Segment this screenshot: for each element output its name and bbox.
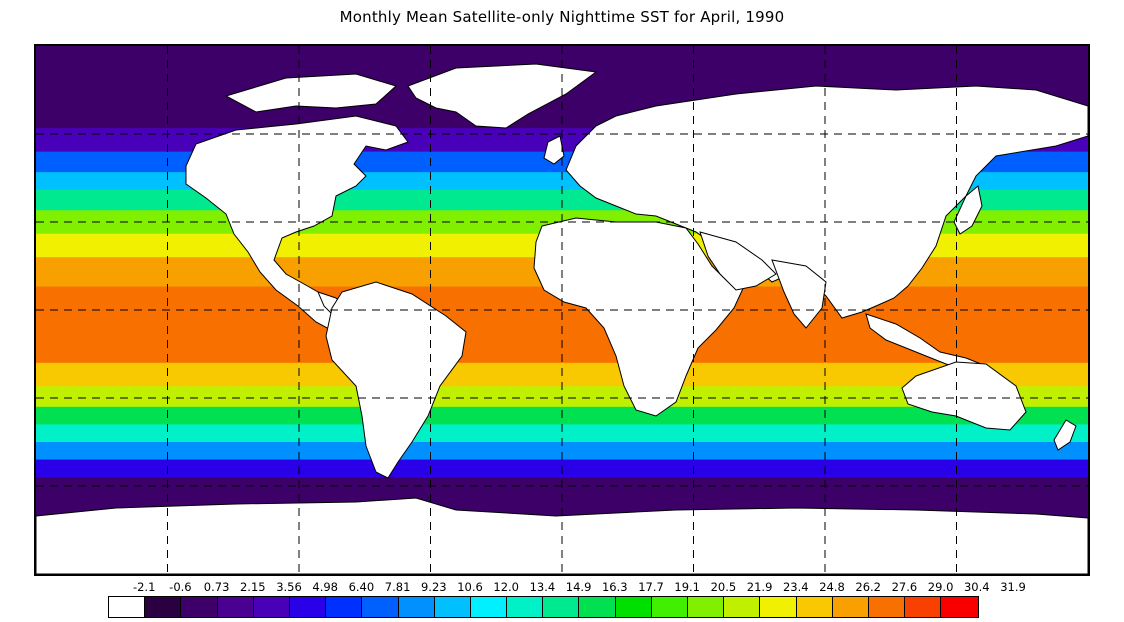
legend-swatch: [145, 597, 182, 617]
legend-label: 10.6: [457, 580, 483, 594]
legend-label: 26.2: [855, 580, 881, 594]
greenland-landmass: [407, 63, 598, 129]
legend-swatch: [326, 597, 363, 617]
north-america-landmass: [185, 115, 409, 337]
legend-label: 14.9: [565, 580, 592, 594]
legend-swatch: [905, 597, 942, 617]
legend-swatch: [253, 597, 290, 617]
legend-swatch: [181, 597, 218, 617]
legend-label: 0.73: [203, 580, 230, 594]
legend-label: 21.9: [746, 580, 773, 594]
arctic-islands-landmass: [224, 73, 397, 113]
legend-label: 13.4: [529, 580, 556, 594]
legend-label: 23.4: [782, 580, 809, 594]
graticule: [36, 46, 1088, 574]
legend-swatch: [868, 597, 906, 617]
legend-swatch: [217, 597, 254, 617]
legend-labels: -2.1 -0.6 0.73 2.15 3.56 4.98 6.40 7.81 9.23 10.6…: [0, 580, 1124, 594]
legend-swatch: [507, 597, 544, 617]
legend-label: 30.4: [963, 580, 990, 594]
new-zealand-landmass: [1053, 419, 1077, 451]
india-landmass: [771, 259, 827, 329]
legend-swatch: [651, 597, 688, 617]
arabia-landmass: [699, 231, 777, 291]
africa-landmass: [533, 217, 747, 417]
legend-label: 19.1: [674, 580, 700, 594]
legend-label: 4.98: [312, 580, 338, 594]
sst-map: [34, 44, 1090, 576]
britain-landmass: [543, 135, 565, 165]
legend-label: -2.1: [132, 580, 156, 594]
legend-label: -0.6: [169, 580, 192, 594]
legend-swatch: [579, 597, 616, 617]
legend-swatch: [543, 597, 580, 617]
legend-swatch: [760, 597, 797, 617]
map-title: Monthly Mean Satellite-only Nighttime SS…: [339, 8, 785, 26]
legend-swatch: [796, 597, 833, 617]
legend-swatch: [362, 597, 399, 617]
legend-label: 24.8: [819, 580, 845, 594]
legend-label: 29.0: [927, 580, 954, 594]
legend-label: 6.40: [348, 580, 375, 594]
legend-swatch: [434, 597, 471, 617]
legend-swatch: [109, 597, 146, 617]
legend-swatch: [832, 597, 869, 617]
legend-swatch: [724, 597, 761, 617]
color-legend: [108, 596, 979, 618]
world-map: [36, 46, 1088, 574]
legend-label: 27.6: [891, 580, 918, 594]
legend-label: 17.7: [638, 580, 664, 594]
legend-swatch: [398, 597, 435, 617]
legend-label: 7.81: [384, 580, 411, 594]
eurasia-landmass: [565, 85, 1088, 319]
legend-label: 3.56: [276, 580, 302, 594]
legend-label: 2.15: [239, 580, 266, 594]
legend-swatch: [688, 597, 725, 617]
legend-label: 31.9: [1000, 580, 1026, 594]
legend-label: 20.5: [710, 580, 737, 594]
legend-swatch: [615, 597, 652, 617]
legend-label: 12.0: [493, 580, 519, 594]
legend-swatch: [289, 597, 327, 617]
legend-swatch: [941, 597, 978, 617]
legend-label: 16.3: [601, 580, 628, 594]
legend-label: 9.23: [420, 580, 447, 594]
legend-swatch: [470, 597, 508, 617]
australia-landmass: [901, 361, 1027, 431]
